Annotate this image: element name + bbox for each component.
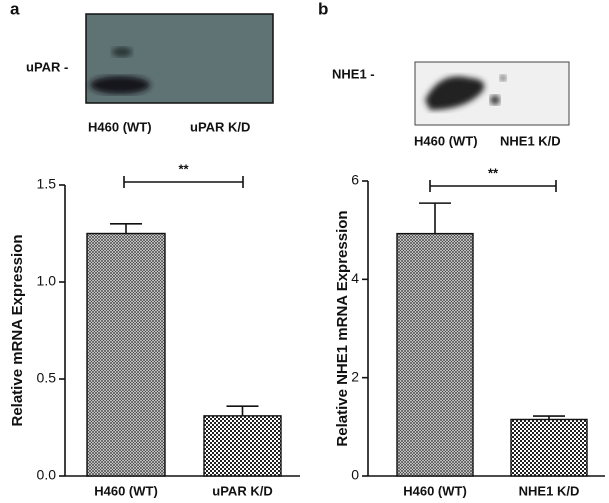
bar <box>396 232 474 477</box>
significance-label: ** <box>488 165 499 180</box>
bar <box>510 418 588 477</box>
lane-label: NHE1 K/D <box>500 133 561 148</box>
significance-label: ** <box>178 161 189 176</box>
y-axis-label: Relative mRNA Expression <box>9 234 26 426</box>
y-tick-label: 1.5 <box>37 176 57 192</box>
y-tick-label: 0 <box>351 467 359 483</box>
x-tick-label: NHE1 K/D <box>519 483 580 498</box>
y-tick-label: 0.5 <box>37 370 57 386</box>
lane-label: H460 (WT) <box>414 133 478 148</box>
blot-label: uPAR - <box>26 59 68 74</box>
x-tick-label: uPAR K/D <box>212 483 272 498</box>
y-tick-label: 4 <box>351 270 359 286</box>
x-tick-label: H460 (WT) <box>403 483 467 498</box>
panel-label: b <box>318 0 328 18</box>
lane-label: H460 (WT) <box>88 119 152 134</box>
y-tick-label: 6 <box>351 172 359 188</box>
y-tick-label: 0.0 <box>37 467 57 483</box>
bar <box>203 415 282 477</box>
significance-bracket <box>429 180 557 192</box>
y-tick-label: 1.0 <box>37 273 57 289</box>
significance-bracket <box>123 176 244 188</box>
blot-image <box>414 61 570 126</box>
x-tick-label: H460 (WT) <box>94 483 158 498</box>
bar <box>86 232 166 477</box>
panel-label: a <box>10 0 20 18</box>
y-tick-label: 2 <box>351 368 359 384</box>
blot-image <box>85 13 274 104</box>
y-axis-label: Relative NHE1 mRNA Expression <box>334 210 351 446</box>
lane-label: uPAR K/D <box>190 119 250 134</box>
blot-label: NHE1 - <box>332 66 375 81</box>
